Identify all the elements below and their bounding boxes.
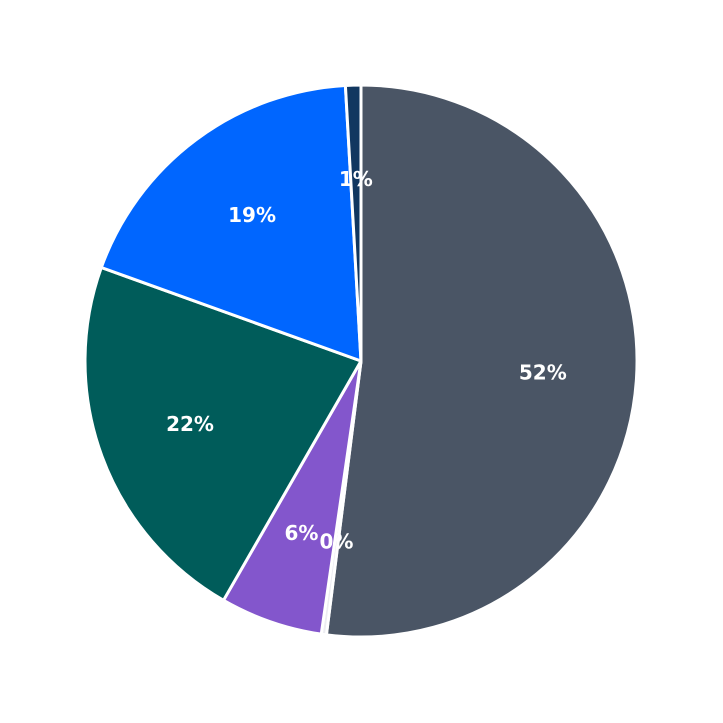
pie-slice-label-4: 19%: [228, 203, 276, 227]
pie-slice-4: [99, 83, 363, 363]
labels-layer: 52% 0%6% 22% 19% 1%: [166, 167, 567, 554]
pie-slice-label-1: 0%: [319, 530, 353, 554]
pie-slice-label-5: 1%: [339, 167, 373, 191]
pie-slice-0: [324, 83, 639, 639]
pie-slice-5: [343, 83, 363, 363]
pie-slice-label-2: 6%: [284, 521, 318, 545]
pie-slice-label-3: 22%: [166, 412, 214, 436]
pie-slice-3: [83, 266, 363, 602]
pie-slice-label-0: 52%: [519, 360, 567, 384]
slices-layer: [83, 83, 639, 639]
